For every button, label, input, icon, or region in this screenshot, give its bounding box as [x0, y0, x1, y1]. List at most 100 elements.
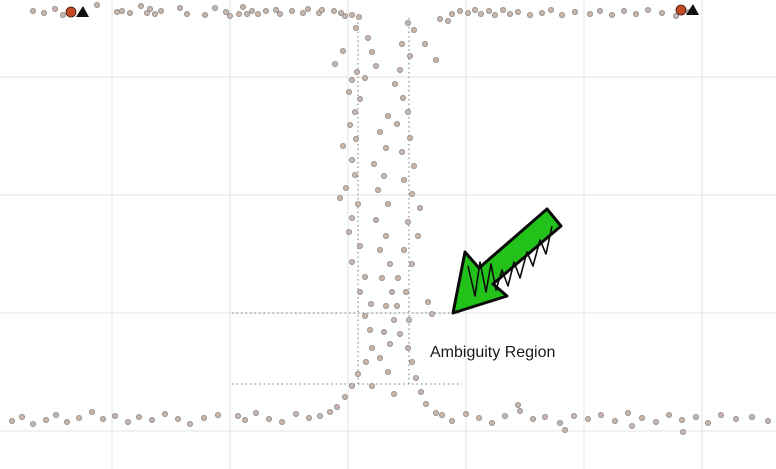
data-point: [444, 17, 451, 24]
data-point: [585, 415, 592, 422]
data-point: [378, 274, 385, 281]
data-point: [621, 7, 628, 14]
data-point: [448, 417, 455, 424]
data-point: [125, 418, 132, 425]
data-point: [161, 410, 168, 417]
data-point: [292, 410, 299, 417]
data-point: [201, 11, 208, 18]
data-point: [464, 9, 471, 16]
ambiguity-region-label: Ambiguity Region: [430, 344, 555, 361]
data-point: [234, 412, 241, 419]
data-point: [366, 326, 373, 333]
data-point: [352, 24, 359, 31]
data-point: [41, 9, 48, 16]
data-point: [241, 416, 248, 423]
data-point: [571, 412, 578, 419]
data-point: [562, 426, 569, 433]
data-point: [380, 328, 387, 335]
data-point: [386, 340, 393, 347]
data-point: [625, 409, 632, 416]
data-point: [336, 194, 343, 201]
data-point: [462, 410, 469, 417]
data-point: [517, 407, 524, 414]
data-point: [137, 3, 144, 9]
data-point: [527, 11, 534, 18]
data-point: [406, 134, 413, 141]
data-point: [330, 7, 337, 14]
data-point: [398, 41, 405, 48]
data-point: [29, 420, 36, 427]
data-point: [94, 2, 101, 8]
data-point: [119, 7, 126, 14]
data-point: [414, 232, 421, 239]
data-point: [374, 186, 381, 193]
data-point: [404, 109, 411, 116]
data-point: [272, 7, 279, 13]
data-point: [368, 49, 375, 56]
data-point: [749, 413, 756, 420]
data-point: [405, 316, 412, 323]
data-point: [368, 344, 375, 351]
data-point: [326, 408, 333, 415]
data-point: [356, 288, 363, 295]
data-point: [18, 413, 25, 420]
data-point: [515, 401, 522, 408]
data-point: [299, 9, 306, 16]
data-point: [390, 316, 397, 323]
endpoint-markers: [65, 4, 699, 18]
data-point: [416, 204, 423, 211]
data-point: [491, 11, 498, 18]
data-point: [718, 411, 725, 418]
data-point: [333, 403, 340, 410]
data-point: [376, 128, 383, 135]
data-point: [382, 302, 389, 309]
data-point: [288, 7, 295, 14]
data-point: [243, 10, 250, 17]
data-point: [391, 81, 398, 88]
data-point: [404, 344, 411, 351]
data-point: [52, 6, 59, 12]
data-point: [305, 414, 312, 421]
data-point: [339, 48, 346, 55]
data-point: [408, 260, 415, 267]
data-point: [100, 415, 107, 422]
data-point: [438, 411, 445, 418]
ambiguity-guides: [232, 18, 462, 385]
data-point: [653, 418, 660, 425]
data-point: [501, 412, 508, 419]
data-point: [421, 41, 428, 48]
data-point: [612, 417, 619, 424]
data-point: [477, 10, 484, 17]
data-point: [400, 246, 407, 253]
data-point: [542, 413, 549, 420]
data-point: [341, 12, 348, 19]
data-point: [353, 69, 360, 76]
data-point: [362, 358, 369, 365]
data-point: [356, 242, 363, 249]
data-point: [417, 388, 424, 395]
data-point: [376, 246, 383, 253]
data-point: [393, 121, 400, 128]
data-point: [372, 216, 379, 223]
data-point: [398, 148, 405, 155]
data-point: [345, 89, 352, 96]
arrow-icon: [451, 207, 563, 315]
data-point: [351, 171, 358, 178]
arrow-scribble: [467, 225, 553, 297]
data-point: [127, 9, 134, 16]
data-point: [361, 312, 368, 319]
data-point: [380, 172, 387, 179]
data-point: [214, 411, 221, 418]
data-point: [318, 7, 325, 13]
data-point: [262, 7, 269, 14]
data-point: [222, 8, 229, 15]
data-point: [361, 75, 368, 82]
data-point: [639, 414, 646, 421]
data-point: [372, 63, 379, 70]
data-point: [386, 260, 393, 267]
data-point: [645, 7, 652, 13]
data-point: [412, 374, 419, 381]
data-point: [368, 382, 375, 389]
data-point: [361, 273, 368, 280]
data-point: [356, 96, 363, 103]
